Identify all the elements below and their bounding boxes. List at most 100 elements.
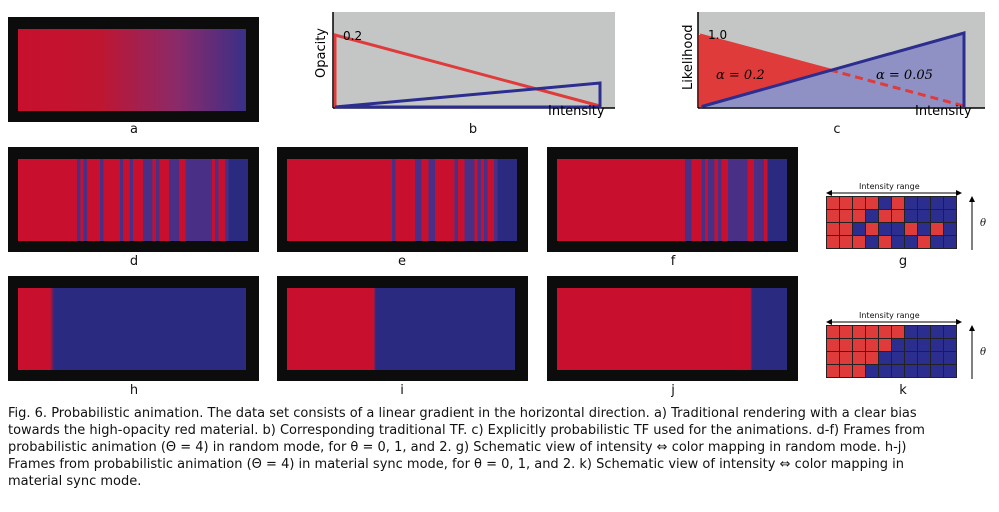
grid-cell: [892, 210, 904, 222]
caption-line: Frames from probabilistic animation (Θ =…: [8, 457, 904, 472]
grid-cell: [918, 236, 930, 248]
grid-cell: [840, 326, 852, 338]
grid-cell: [866, 339, 878, 351]
grid-cell: [918, 197, 930, 209]
grid-cell: [892, 223, 904, 235]
panel-f: [547, 147, 798, 252]
grid-cell: [840, 197, 852, 209]
schematic-k-range-label: Intensity range: [859, 311, 920, 320]
grid-cell: [853, 223, 865, 235]
grid-cell: [879, 197, 891, 209]
grid-cell: [866, 326, 878, 338]
grid-cell: [866, 365, 878, 377]
schematic-g-theta-arrow: [969, 196, 975, 250]
grid-cell: [840, 365, 852, 377]
figure-caption: Fig. 6. Probabilistic animation. The dat…: [8, 405, 988, 490]
caption-line: towards the high-opacity red material. b…: [8, 423, 925, 438]
grid-cell: [931, 210, 943, 222]
grid-cell: [853, 352, 865, 364]
grid-cell: [853, 210, 865, 222]
grid-cell: [866, 210, 878, 222]
grid-cell: [840, 210, 852, 222]
plot-c-blue-line: [699, 31, 966, 109]
plot-b-xlabel: Intensity: [548, 104, 605, 119]
sublabel-e: e: [398, 254, 406, 269]
plot-c-red-area: [700, 35, 830, 107]
render-j: [557, 288, 787, 370]
grid-cell: [840, 339, 852, 351]
grid-cell: [931, 339, 943, 351]
grid-cell: [892, 339, 904, 351]
grid-cell: [944, 365, 956, 377]
plot-c-alpha-left: α = 0.2: [716, 68, 765, 83]
render-f: [557, 159, 787, 241]
grid-cell: [879, 326, 891, 338]
grid-cell: [918, 223, 930, 235]
render-a-gradient: [18, 29, 246, 111]
grid-cell: [879, 223, 891, 235]
plot-c: 1.0 α = 0.2 α = 0.05 Likelihood Intensit…: [681, 12, 985, 119]
grid-cell: [931, 352, 943, 364]
sublabel-i: i: [400, 383, 404, 398]
schematic-k-theta: θ: [980, 347, 987, 358]
grid-cell: [827, 236, 839, 248]
grid-cell: [866, 236, 878, 248]
grid-cell: [827, 223, 839, 235]
sublabel-j: j: [671, 383, 675, 398]
plot-b-ylabel: Opacity: [314, 28, 329, 78]
sublabel-b: b: [468, 122, 478, 137]
schematic-g: Intensity range θ: [826, 182, 991, 257]
grid-cell: [905, 197, 917, 209]
panel-d: [8, 147, 259, 252]
grid-cell: [853, 236, 865, 248]
grid-cell: [931, 365, 943, 377]
panel-a: [8, 17, 259, 122]
grid-cell: [879, 236, 891, 248]
grid-cell: [905, 339, 917, 351]
grid-cell: [853, 365, 865, 377]
caption-line: material sync mode.: [8, 474, 142, 489]
plot-b-red-line: [333, 33, 601, 108]
grid-cell: [944, 352, 956, 364]
grid-cell: [853, 339, 865, 351]
schematic-k-range-arrow: [826, 319, 962, 325]
grid-cell: [918, 339, 930, 351]
sublabel-k: k: [899, 383, 907, 398]
grid-cell: [827, 326, 839, 338]
grid-cell: [840, 236, 852, 248]
grid-cell: [944, 197, 956, 209]
grid-cell: [879, 210, 891, 222]
grid-cell: [918, 210, 930, 222]
plot-b: 0.2 Opacity Intensity: [314, 12, 615, 119]
grid-cell: [905, 352, 917, 364]
grid-cell: [866, 352, 878, 364]
plot-b-tick: 0.2: [343, 29, 362, 43]
grid-cell: [944, 223, 956, 235]
render-i: [287, 288, 515, 370]
grid-cell: [827, 339, 839, 351]
schematic-g-range-label: Intensity range: [859, 182, 920, 191]
grid-cell: [840, 352, 852, 364]
sublabel-d: d: [129, 254, 139, 269]
grid-cell: [944, 326, 956, 338]
grid-cell: [944, 339, 956, 351]
grid-cell: [905, 326, 917, 338]
schematic-g-theta: θ: [980, 218, 987, 229]
schematic-k-grid: [826, 325, 957, 378]
grid-cell: [879, 339, 891, 351]
grid-cell: [840, 223, 852, 235]
grid-cell: [866, 223, 878, 235]
schematic-g-range-arrow: [826, 190, 962, 196]
plot-c-xlabel: Intensity: [915, 104, 972, 119]
grid-cell: [905, 365, 917, 377]
plot-c-red-solid: [699, 33, 831, 72]
plot-b-bg: [333, 12, 615, 108]
grid-cell: [931, 326, 943, 338]
sublabel-f: f: [670, 254, 676, 269]
sublabel-a: a: [130, 122, 138, 137]
panel-j: [547, 276, 798, 381]
grid-cell: [931, 236, 943, 248]
grid-cell: [905, 210, 917, 222]
grid-cell: [827, 210, 839, 222]
caption-line: Fig. 6. Probabilistic animation. The dat…: [8, 406, 917, 421]
